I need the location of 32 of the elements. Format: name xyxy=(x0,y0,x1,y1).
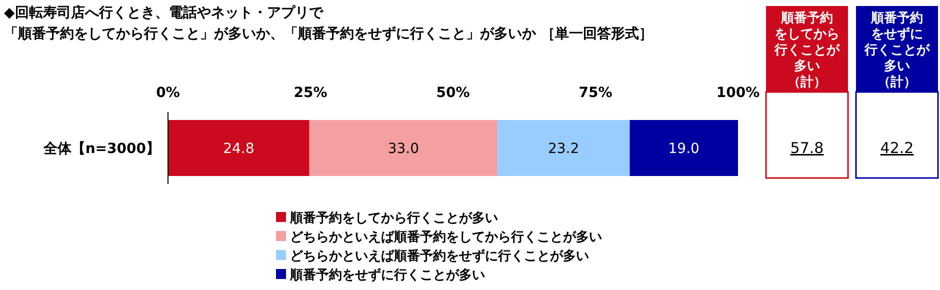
x-tick-label: 75% xyxy=(578,85,612,101)
legend-label: どちらかといえば順番予約をしてから行くことが多い xyxy=(290,229,602,245)
data-label: 19.0 xyxy=(668,141,700,157)
text: 行くことが xyxy=(774,43,840,58)
text: 42.2 xyxy=(880,139,914,157)
bar xyxy=(168,120,310,176)
text: （計） xyxy=(878,74,916,90)
text: 57.8 xyxy=(790,139,824,157)
text: をしてから xyxy=(774,27,840,42)
x-tick-label: 100% xyxy=(716,85,760,101)
data-label: 24.8 xyxy=(223,141,254,157)
legend-label: 順番予約をしてから行くことが多い xyxy=(289,210,498,226)
legend-label: どちらかといえば順番予約をせずに行くことが多い xyxy=(290,248,589,264)
text: 行くことが xyxy=(864,43,930,58)
text: 多い xyxy=(794,59,820,74)
text: 順番予約 xyxy=(870,10,923,26)
legend-label: 順番予約をせずに行くことが多い xyxy=(289,267,485,283)
data-label: 33.0 xyxy=(388,141,419,157)
chart-title: ◆回転寿司店へ行くとき、電話やネット・アプリで xyxy=(4,4,324,21)
text: （計） xyxy=(788,74,826,90)
bar xyxy=(630,120,738,176)
x-tick-label: 25% xyxy=(294,85,328,101)
x-tick-label: 0% xyxy=(156,85,180,101)
x-tick-label: 50% xyxy=(436,85,470,101)
chart-subtitle: 「順番予約をしてから行くこと」が多いか、「順番予約をせずに行くこと」が多いか ［単一回答形式］ xyxy=(4,26,653,42)
text: 順番予約 xyxy=(780,10,833,26)
bar xyxy=(497,120,630,176)
text: をせずに xyxy=(871,26,923,42)
bar xyxy=(309,120,498,176)
data-label: 23.2 xyxy=(548,141,580,157)
text: 多い xyxy=(884,59,910,74)
y-tick-label: 全体【n=3000】 xyxy=(42,141,160,157)
